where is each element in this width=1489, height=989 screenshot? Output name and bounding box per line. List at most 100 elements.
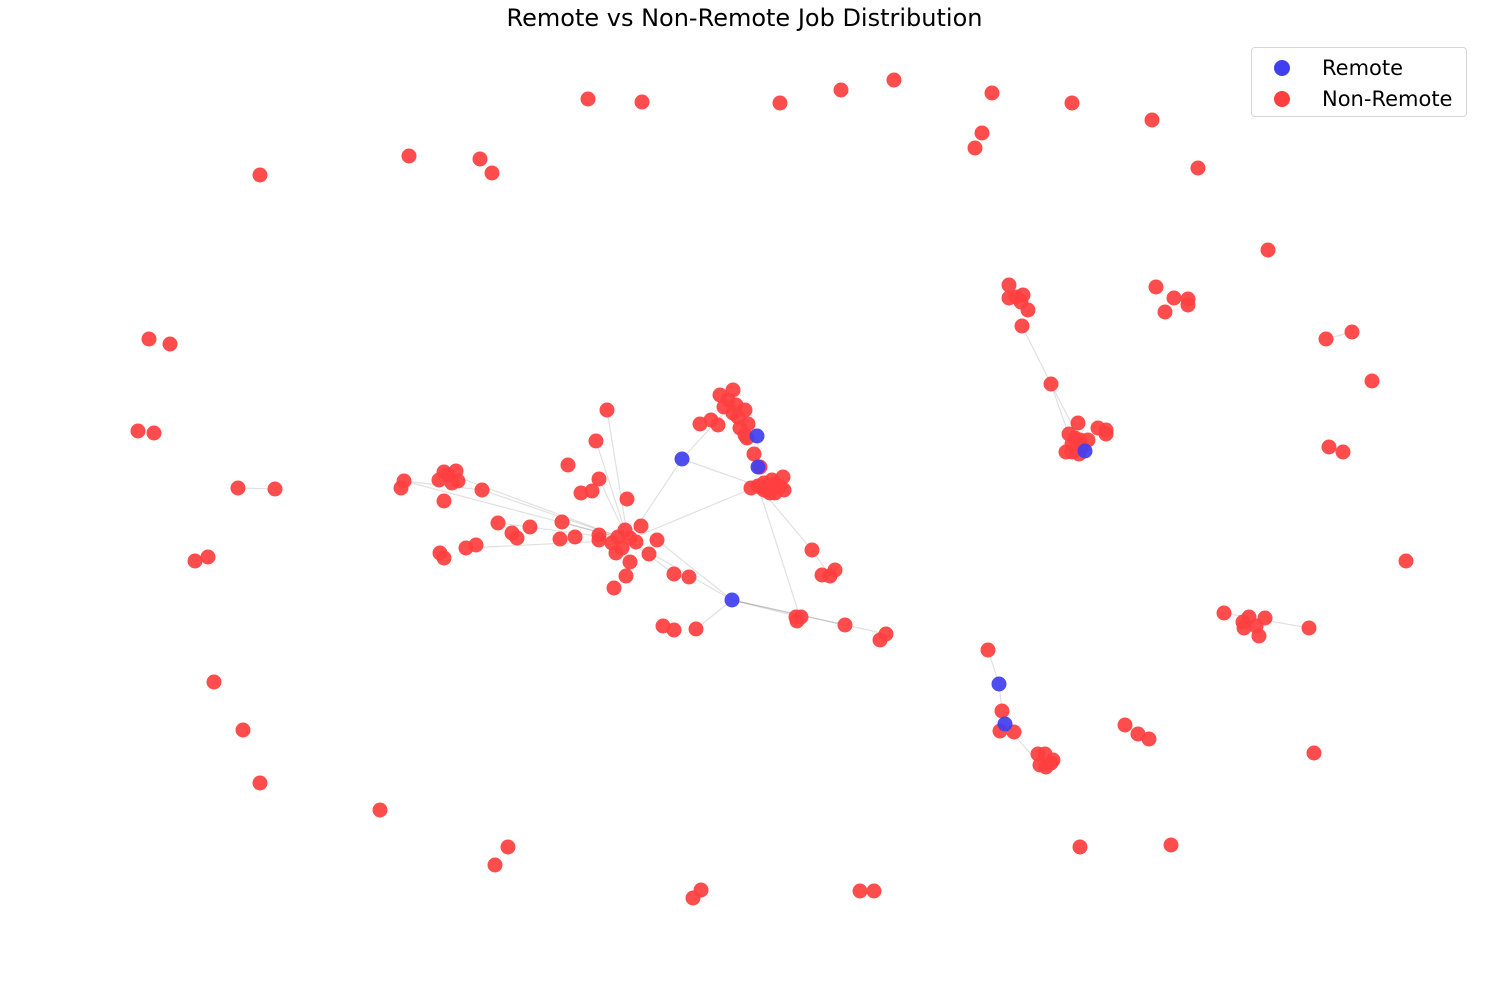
node-non-remote [1014,318,1030,334]
edge-line [1021,325,1052,385]
node-non-remote [235,722,251,738]
node-non-remote [1344,324,1360,340]
node-non-remote [162,336,178,352]
node-non-remote [688,621,704,637]
node-remote [749,428,765,444]
node-non-remote [710,417,726,433]
node-non-remote [1020,302,1036,318]
node-non-remote [1306,745,1322,761]
node-non-remote [666,622,682,638]
edge-line [731,599,887,635]
edge-line [627,485,759,541]
node-non-remote [522,519,538,535]
node-non-remote [608,545,624,561]
node-non-remote [980,642,996,658]
node-non-remote [468,537,484,553]
node-non-remote [1098,426,1114,442]
node-remote [1077,443,1093,459]
node-non-remote [509,530,525,546]
node-non-remote [1398,553,1414,569]
node-non-remote [967,140,983,156]
edge-line [497,522,629,541]
node-non-remote [1144,112,1160,128]
node-non-remote [622,554,638,570]
node-non-remote [628,534,644,550]
node-non-remote [267,481,283,497]
node-non-remote [634,94,650,110]
edge-line [481,489,629,541]
edge-line [731,599,801,618]
node-non-remote [588,433,604,449]
legend: Remote Non-Remote [1251,47,1467,117]
node-non-remote [974,125,990,141]
node-non-remote [685,890,701,906]
node-non-remote [772,95,788,111]
node-non-remote [252,775,268,791]
node-non-remote [436,550,452,566]
node-non-remote [606,580,622,596]
node-non-remote [187,553,203,569]
node-non-remote [141,331,157,347]
node-remote [724,592,740,608]
node-non-remote [472,151,488,167]
edge-line [403,480,629,541]
node-non-remote [500,839,516,855]
node-non-remote [1236,620,1252,636]
node-non-remote [1070,415,1086,431]
legend-marker-non-remote [1274,91,1290,107]
node-non-remote [1072,839,1088,855]
node-non-remote [200,549,216,565]
node-non-remote [206,674,222,690]
edge-layer [237,325,1353,766]
node-non-remote [591,471,607,487]
node-non-remote [372,802,388,818]
legend-label-non-remote: Non-Remote [1322,87,1453,111]
edge-line [757,485,801,618]
node-non-remote [1157,304,1173,320]
node-non-remote [554,514,570,530]
node-non-remote [580,91,596,107]
edge-line [681,458,759,487]
legend-item-non-remote: Non-Remote [1252,85,1452,113]
node-remote [991,676,1007,692]
node-non-remote [401,148,417,164]
edge-line [731,599,846,626]
node-non-remote [1364,373,1380,389]
node-layer [130,72,1414,906]
node-non-remote [567,529,583,545]
node-non-remote [789,613,805,629]
node-non-remote [1190,160,1206,176]
node-non-remote [1001,277,1017,293]
node-non-remote [1301,620,1317,636]
node-non-remote [1043,376,1059,392]
node-non-remote [393,480,409,496]
node-non-remote [490,515,506,531]
node-remote [674,451,690,467]
node-non-remote [1166,290,1182,306]
node-non-remote [618,568,634,584]
node-non-remote [1038,759,1054,775]
node-non-remote [833,82,849,98]
node-non-remote [866,883,882,899]
node-non-remote [1180,297,1196,313]
node-non-remote [822,568,838,584]
node-non-remote [552,531,568,547]
node-non-remote [1321,439,1337,455]
node-remote [750,459,766,475]
legend-item-remote: Remote [1252,54,1403,82]
node-non-remote [746,446,762,462]
node-non-remote [1064,95,1080,111]
node-non-remote [666,566,682,582]
node-non-remote [743,480,759,496]
node-non-remote [641,546,657,562]
node-non-remote [560,457,576,473]
node-non-remote [474,482,490,498]
node-non-remote [1335,444,1351,460]
node-remote [997,716,1013,732]
node-non-remote [1141,731,1157,747]
node-non-remote [431,472,447,488]
edge-line [606,409,629,541]
node-non-remote [633,518,649,534]
node-non-remote [804,542,820,558]
node-non-remote [994,703,1010,719]
